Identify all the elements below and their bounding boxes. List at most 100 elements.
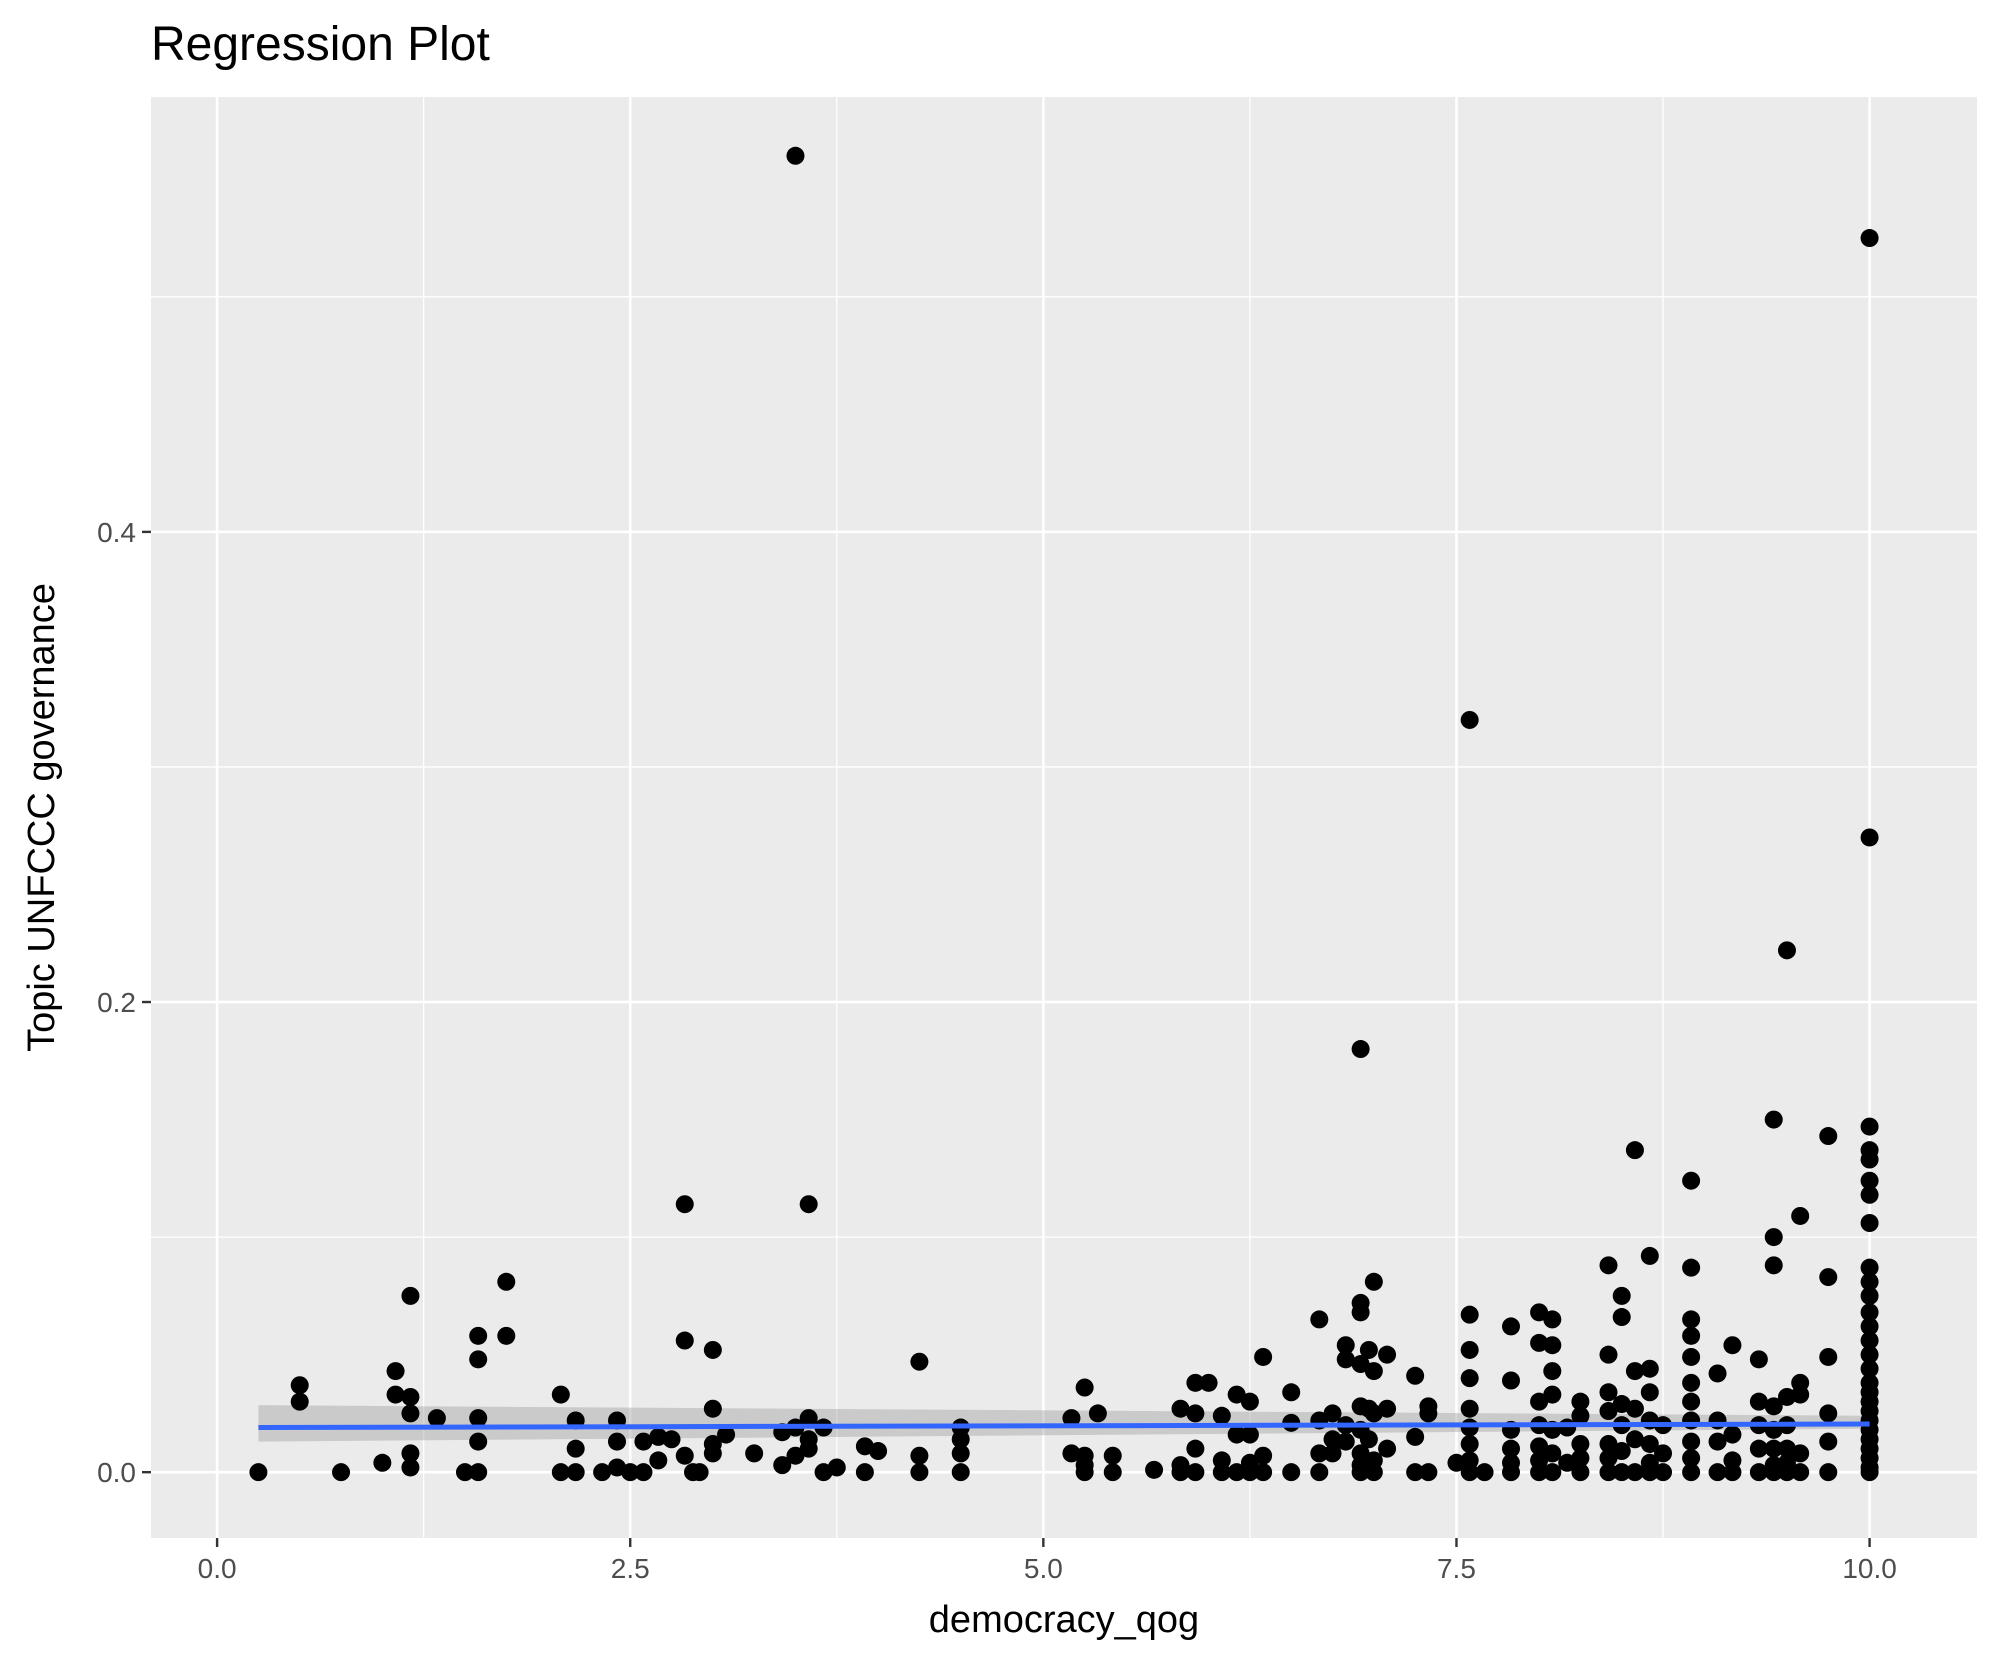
- x-tick-label-2: 5.0: [1024, 1553, 1063, 1584]
- data-point-194: [1625, 1430, 1644, 1449]
- data-point-16: [469, 1409, 488, 1428]
- x-tick-label-4: 10.0: [1842, 1553, 1897, 1584]
- data-point-0: [249, 1463, 268, 1482]
- data-point-133: [1378, 1439, 1397, 1458]
- data-point-85: [1186, 1463, 1205, 1482]
- data-point-164: [1543, 1310, 1562, 1329]
- data-point-107: [1323, 1404, 1342, 1423]
- plot-panel: [151, 97, 1977, 1538]
- data-point-195: [1625, 1463, 1644, 1482]
- data-point-42: [703, 1399, 722, 1418]
- data-point-50: [786, 1446, 805, 1465]
- data-point-253: [1819, 1432, 1838, 1451]
- data-point-69: [1062, 1409, 1081, 1428]
- data-point-55: [799, 1439, 818, 1458]
- data-point-243: [1777, 1463, 1796, 1482]
- data-point-8: [401, 1387, 420, 1406]
- data-point-220: [1708, 1463, 1727, 1482]
- axes: 0.0 2.5 5.0 7.5 10.0 0.0 0.2 0.4: [97, 517, 1897, 1584]
- data-point-131: [1378, 1345, 1397, 1364]
- data-point-86: [1199, 1373, 1218, 1392]
- data-point-170: [1543, 1463, 1562, 1482]
- data-point-145: [1460, 1399, 1479, 1418]
- data-point-179: [1599, 1345, 1618, 1364]
- data-point-232: [1764, 1256, 1783, 1275]
- data-point-182: [1599, 1434, 1618, 1453]
- data-point-14: [469, 1326, 488, 1345]
- data-point-183: [1599, 1449, 1618, 1468]
- data-point-250: [1819, 1268, 1838, 1287]
- y-tick-label-1: 0.2: [97, 987, 136, 1018]
- data-point-237: [1764, 1463, 1783, 1482]
- data-point-247: [1791, 1444, 1810, 1463]
- x-axis-title: democracy_qog: [929, 1599, 1199, 1641]
- data-point-200: [1640, 1434, 1659, 1453]
- data-point-235: [1764, 1439, 1783, 1458]
- data-point-269: [1860, 1345, 1879, 1364]
- data-point-144: [1460, 1369, 1479, 1388]
- data-point-82: [1186, 1373, 1205, 1392]
- data-point-91: [1227, 1425, 1246, 1444]
- data-point-226: [1749, 1392, 1768, 1411]
- data-point-38: [675, 1446, 694, 1465]
- data-point-49: [786, 146, 805, 165]
- data-point-102: [1282, 1463, 1301, 1482]
- data-point-249: [1819, 1127, 1838, 1146]
- data-point-225: [1749, 1350, 1768, 1369]
- data-point-93: [1240, 1392, 1259, 1411]
- data-point-259: [1860, 1150, 1879, 1169]
- data-point-94: [1240, 1425, 1259, 1444]
- data-point-228: [1749, 1439, 1768, 1458]
- data-point-12: [427, 1409, 446, 1428]
- data-point-96: [1240, 1463, 1259, 1482]
- data-point-98: [1254, 1446, 1273, 1465]
- data-point-4: [373, 1453, 392, 1472]
- data-point-20: [497, 1326, 516, 1345]
- data-point-99: [1254, 1463, 1273, 1482]
- data-point-147: [1460, 1434, 1479, 1453]
- data-point-116: [1351, 1303, 1370, 1322]
- data-point-37: [675, 1331, 694, 1350]
- data-point-13: [455, 1463, 474, 1482]
- data-point-151: [1501, 1317, 1520, 1336]
- data-point-189: [1612, 1442, 1631, 1461]
- data-point-165: [1543, 1336, 1562, 1355]
- data-point-142: [1460, 1305, 1479, 1324]
- chart-title: Regression Plot: [151, 18, 490, 71]
- data-point-264: [1860, 1272, 1879, 1291]
- data-point-76: [1103, 1446, 1122, 1465]
- data-point-191: [1625, 1141, 1644, 1160]
- data-point-114: [1351, 1040, 1370, 1059]
- data-point-9: [401, 1404, 420, 1423]
- data-point-252: [1819, 1404, 1838, 1423]
- data-point-205: [1654, 1463, 1673, 1482]
- y-tick-label-0: 0.0: [97, 1457, 136, 1488]
- data-point-152: [1501, 1371, 1520, 1390]
- data-point-62: [910, 1352, 929, 1371]
- data-points: [249, 146, 1879, 1482]
- data-point-110: [1336, 1336, 1355, 1355]
- data-point-31: [634, 1463, 653, 1482]
- data-point-193: [1625, 1399, 1644, 1418]
- data-point-212: [1682, 1392, 1701, 1411]
- data-point-254: [1819, 1463, 1838, 1482]
- data-point-1: [290, 1376, 309, 1395]
- data-point-198: [1640, 1383, 1659, 1402]
- data-point-159: [1530, 1392, 1549, 1411]
- data-point-184: [1599, 1463, 1618, 1482]
- data-point-248: [1791, 1463, 1810, 1482]
- data-point-103: [1310, 1310, 1329, 1329]
- data-point-233: [1764, 1397, 1783, 1416]
- data-point-190: [1612, 1463, 1631, 1482]
- data-point-138: [1419, 1404, 1438, 1423]
- data-point-163: [1530, 1463, 1549, 1482]
- data-point-127: [1364, 1362, 1383, 1381]
- data-point-266: [1860, 1303, 1879, 1322]
- data-point-78: [1145, 1460, 1164, 1479]
- data-point-28: [608, 1432, 627, 1451]
- data-point-11: [401, 1458, 420, 1477]
- data-point-26: [593, 1463, 612, 1482]
- data-point-34: [649, 1451, 668, 1470]
- data-point-77: [1103, 1463, 1122, 1482]
